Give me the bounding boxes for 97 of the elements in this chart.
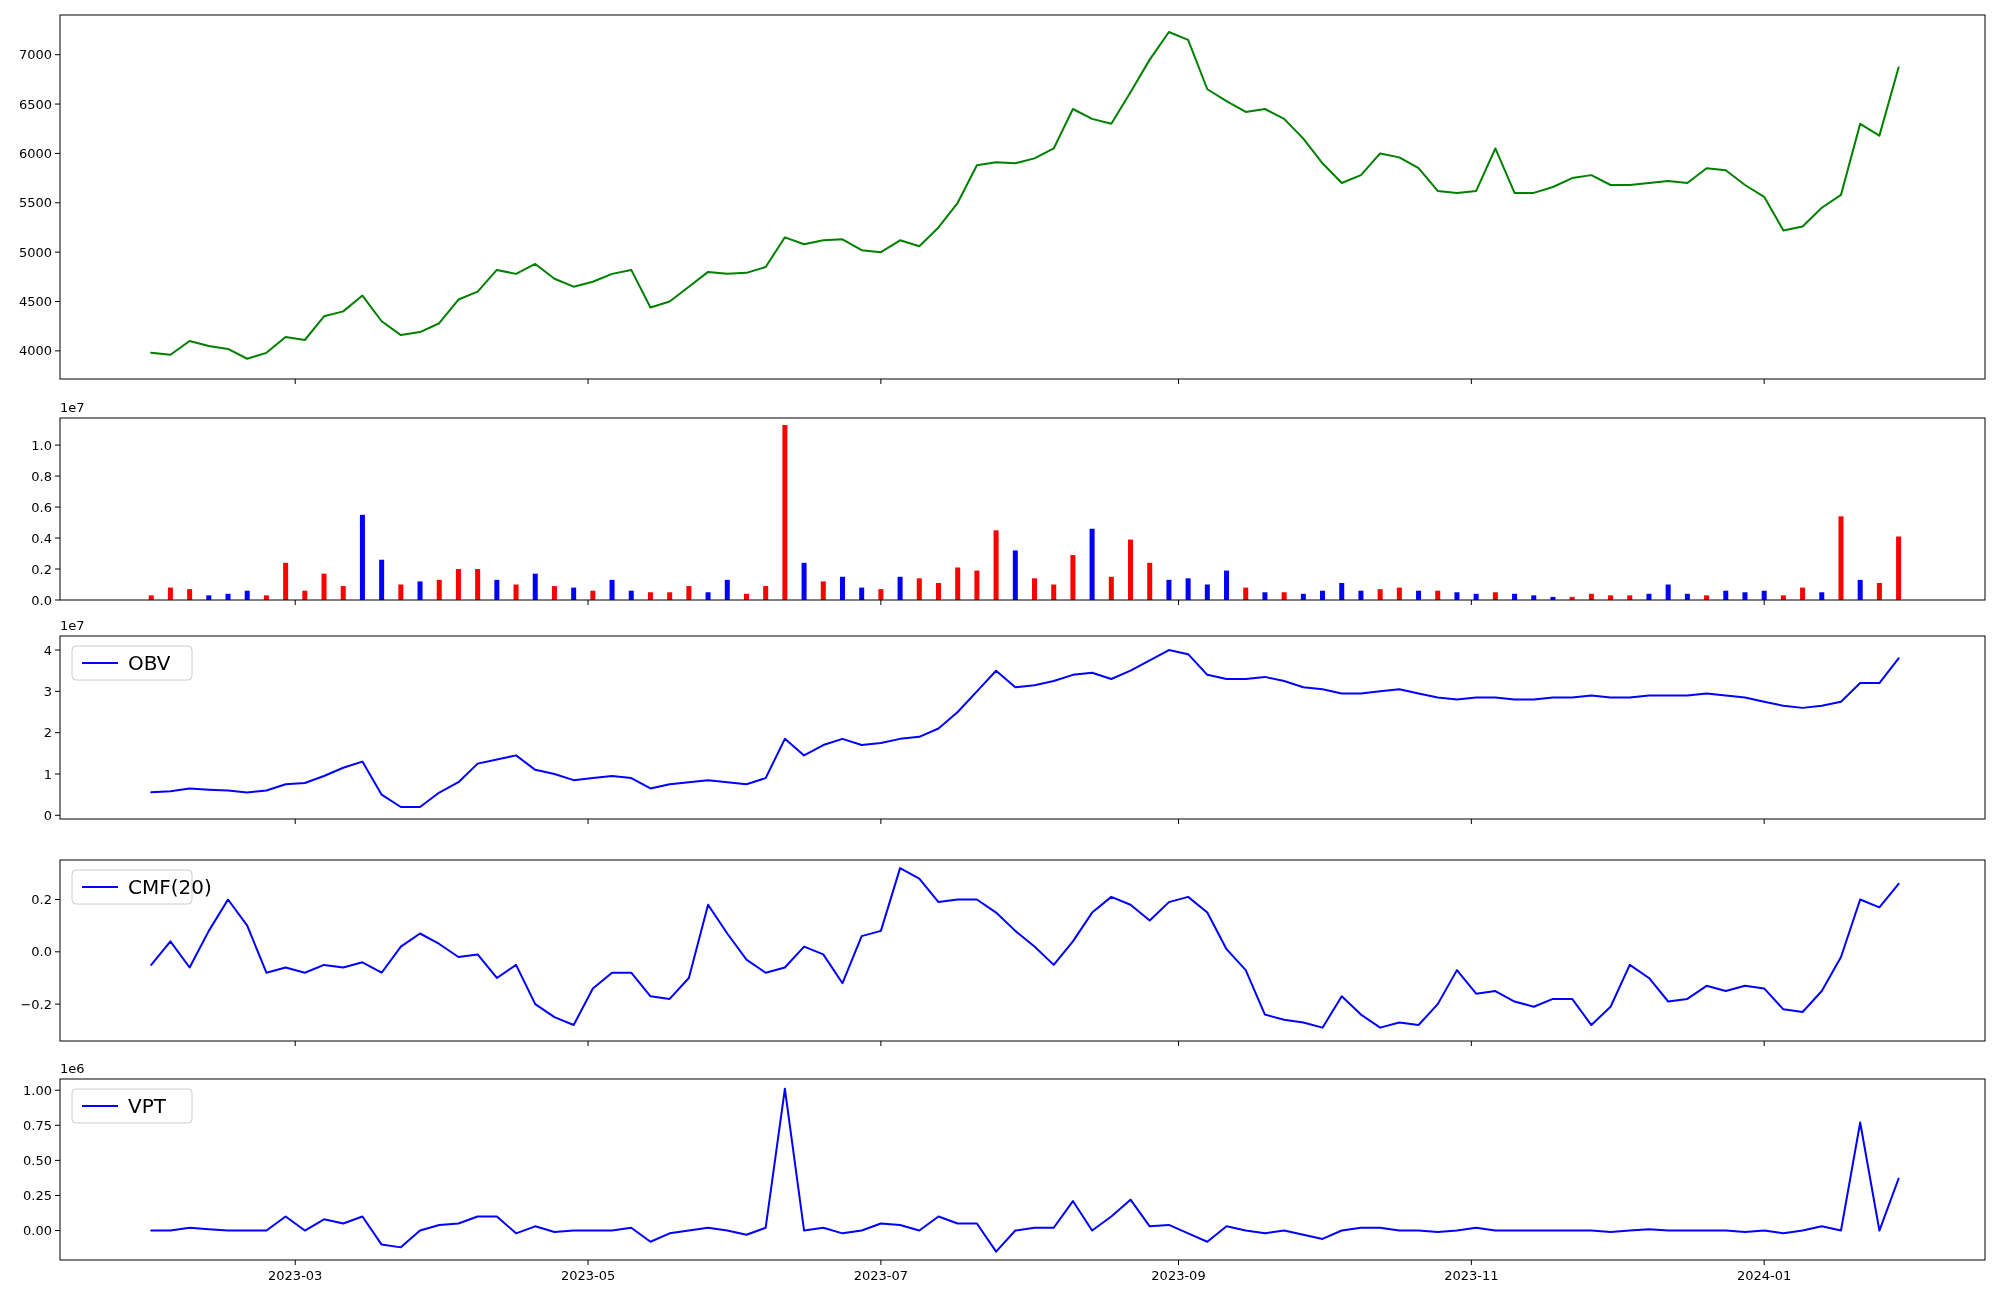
y-tick-label: 7000 xyxy=(18,47,52,63)
bar xyxy=(1166,579,1172,600)
bar xyxy=(724,579,730,600)
bar xyxy=(667,592,673,600)
y-tick-label: 0.8 xyxy=(31,468,52,484)
y-tick-label: 1 xyxy=(43,766,52,782)
y-tick-label: 0.50 xyxy=(23,1152,52,1168)
legend-label: VPT xyxy=(128,1094,167,1118)
y-tick-label: 5000 xyxy=(18,244,52,260)
bar xyxy=(1454,592,1460,600)
y-tick-label: 0.75 xyxy=(23,1117,52,1133)
bar xyxy=(705,592,711,600)
bar xyxy=(1147,562,1153,600)
y-tick-label: 0.2 xyxy=(31,561,52,577)
y-tick-label: 0.2 xyxy=(31,892,52,908)
bar xyxy=(993,530,999,600)
text: 1e7 xyxy=(60,618,85,633)
bar xyxy=(1665,584,1671,600)
bar xyxy=(1819,592,1825,600)
y-tick-label: 0 xyxy=(43,807,52,823)
bar xyxy=(609,579,615,600)
bar xyxy=(1896,536,1902,600)
y-tick-label: 1.0 xyxy=(31,437,52,453)
bar xyxy=(187,589,193,600)
bar xyxy=(820,581,826,600)
bar xyxy=(1012,550,1018,600)
bar xyxy=(1262,592,1268,600)
y-tick-label: 0.25 xyxy=(23,1188,52,1204)
bar xyxy=(321,573,327,600)
bar xyxy=(1108,576,1114,600)
x-tick-label: 2023-09 xyxy=(1151,1268,1206,1283)
y-tick-label: 4500 xyxy=(18,294,52,310)
bar xyxy=(801,562,807,600)
bar xyxy=(1224,570,1230,600)
x-tick-label: 2023-05 xyxy=(560,1268,616,1283)
bar xyxy=(955,567,961,600)
bar xyxy=(1070,555,1076,600)
bar xyxy=(436,579,442,600)
bar xyxy=(1339,582,1345,600)
bar xyxy=(1857,579,1863,600)
y-tick-label: 0.4 xyxy=(31,530,52,546)
bar xyxy=(340,586,346,600)
line-series xyxy=(150,30,1900,360)
bar xyxy=(647,592,653,600)
bar xyxy=(417,581,423,600)
text: 1e6 xyxy=(60,1061,85,1076)
bar xyxy=(935,582,941,600)
bar xyxy=(494,579,500,600)
y-tick-label: 0.0 xyxy=(31,944,52,960)
bar xyxy=(1032,578,1037,600)
bar xyxy=(1281,592,1287,600)
bar xyxy=(398,584,404,600)
y-tick-label: 2 xyxy=(43,725,52,741)
bar xyxy=(1185,578,1191,600)
y-tick-label: 6500 xyxy=(18,96,52,112)
y-tick-label: 0.0 xyxy=(31,592,52,608)
legend-label: CMF(20) xyxy=(128,875,212,899)
bar xyxy=(1089,528,1095,600)
bar xyxy=(1492,592,1498,600)
bar xyxy=(897,576,903,600)
bar xyxy=(455,569,461,600)
bar xyxy=(379,559,385,600)
bar xyxy=(916,578,922,600)
y-tick-label: 4000 xyxy=(18,343,52,359)
bar xyxy=(359,514,365,600)
bar xyxy=(974,570,980,600)
y-tick-label: 4 xyxy=(43,642,52,658)
x-tick-label: 2023-07 xyxy=(853,1268,909,1283)
bar xyxy=(513,584,519,600)
bar xyxy=(283,562,289,600)
bar xyxy=(475,569,481,600)
bar xyxy=(1377,589,1383,600)
y-tick-label: −0.2 xyxy=(20,996,52,1012)
x-tick-label: 2024-01 xyxy=(1737,1268,1792,1283)
y-tick-label: 1.00 xyxy=(23,1082,52,1098)
bar xyxy=(1051,584,1057,600)
bar xyxy=(686,586,692,600)
y-tick-label: 5500 xyxy=(18,195,52,211)
bar xyxy=(1204,584,1210,600)
bar xyxy=(1876,582,1882,600)
y-tick-label: 0.6 xyxy=(31,499,52,515)
legend-label: OBV xyxy=(128,651,171,675)
bar xyxy=(839,576,845,600)
x-tick-label: 2023-11 xyxy=(1444,1268,1499,1283)
text: 1e7 xyxy=(60,400,85,415)
bar xyxy=(532,573,538,600)
y-tick-label: 6000 xyxy=(18,145,52,161)
y-tick-label: 3 xyxy=(43,683,52,699)
y-tick-label: 0.00 xyxy=(23,1223,52,1239)
x-tick-label: 2023-03 xyxy=(268,1268,323,1283)
bar xyxy=(782,424,788,600)
bar xyxy=(878,589,884,600)
bar xyxy=(1838,516,1844,600)
bar xyxy=(551,586,557,600)
bar xyxy=(763,586,769,600)
bar xyxy=(1742,592,1748,600)
bar xyxy=(1128,539,1134,600)
